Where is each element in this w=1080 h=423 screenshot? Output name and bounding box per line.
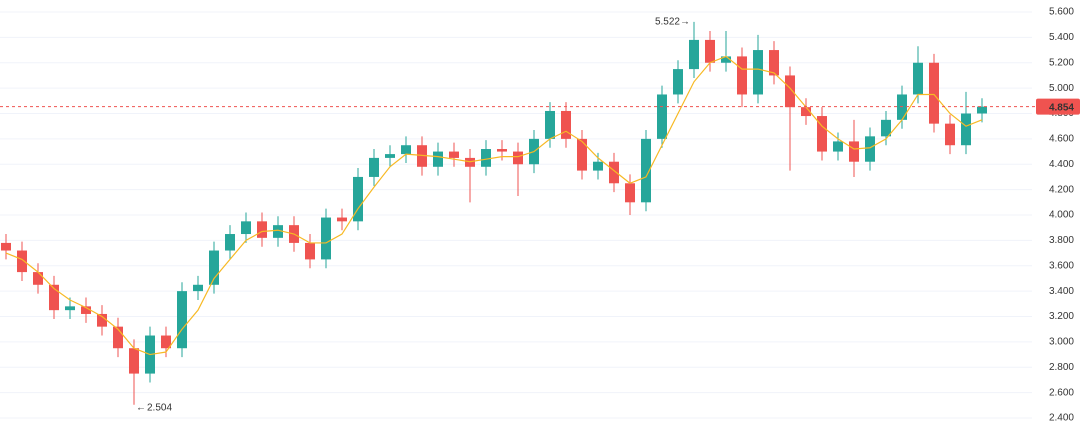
candle-body (593, 161, 603, 171)
candle-body (849, 141, 859, 162)
candle-body (257, 221, 267, 238)
candle-body (241, 221, 251, 235)
y-tick-label: 3.600 (1049, 260, 1074, 271)
candle-body (721, 56, 731, 63)
candle-body (81, 306, 91, 314)
candle-body (225, 234, 235, 251)
candle-body (865, 136, 875, 162)
candle-body (641, 138, 651, 203)
candle-body (113, 326, 123, 349)
y-tick-label: 4.000 (1049, 210, 1074, 221)
candle-body (737, 56, 747, 95)
y-tick-label: 3.800 (1049, 235, 1074, 246)
candle-body (209, 250, 219, 285)
candle-body (481, 149, 491, 167)
candle-body (369, 157, 379, 177)
candle-body (897, 94, 907, 120)
candle-body (769, 50, 779, 76)
candle-body (577, 138, 587, 171)
candle-body (97, 313, 107, 327)
candle-body (881, 119, 891, 137)
candle-body (385, 154, 395, 158)
candle-body (17, 250, 27, 273)
candle-body (49, 284, 59, 311)
candle-body (945, 123, 955, 146)
candle-body (961, 113, 971, 146)
candle-body (305, 242, 315, 260)
candle-body (33, 272, 43, 285)
candle-body (657, 94, 667, 139)
y-tick-label: 5.400 (1049, 32, 1074, 43)
candle-body (545, 110, 555, 139)
candle-body (609, 161, 619, 184)
candle-body (801, 107, 811, 117)
candle-body (625, 183, 635, 203)
candle-body (401, 145, 411, 155)
candle-body (833, 141, 843, 152)
candle-body (561, 110, 571, 139)
candle-body (1, 242, 11, 251)
candle-body (929, 62, 939, 124)
last-price-label: 4.854 (1049, 102, 1074, 113)
y-tick-label: 2.600 (1049, 387, 1074, 398)
candle-body (417, 145, 427, 167)
y-tick-label: 2.400 (1049, 413, 1074, 423)
candle-body (513, 151, 523, 165)
y-tick-label: 3.200 (1049, 311, 1074, 322)
candle-body (161, 335, 171, 349)
candle-body (193, 284, 203, 292)
y-tick-label: 2.800 (1049, 362, 1074, 373)
moving-average-line (5, 55, 983, 356)
y-tick-label: 4.600 (1049, 134, 1074, 145)
candle-body (449, 151, 459, 158)
candle-body (65, 306, 75, 311)
candle-body (753, 50, 763, 95)
y-tick-label: 5.000 (1049, 83, 1074, 94)
arrow-icon: ← (136, 402, 146, 413)
candle-body (465, 157, 475, 167)
candle-body (817, 116, 827, 152)
y-tick-label: 3.000 (1049, 337, 1074, 348)
candle-body (673, 69, 683, 95)
candle-body (129, 348, 139, 374)
candle-body (177, 291, 187, 349)
candle-body (433, 151, 443, 167)
y-tick-label: 5.200 (1049, 57, 1074, 68)
candle-body (785, 75, 795, 108)
low-annotation: 2.504 (147, 402, 172, 413)
candle-body (705, 39, 715, 63)
candle-body (337, 217, 347, 222)
y-tick-label: 5.600 (1049, 7, 1074, 18)
high-annotation: 5.522 (655, 17, 680, 28)
candle-body (353, 176, 363, 222)
candle-body (273, 225, 283, 238)
candle-body (977, 106, 987, 114)
candle-body (321, 217, 331, 260)
y-tick-label: 4.400 (1049, 159, 1074, 170)
candle-body (913, 62, 923, 95)
candle-body (497, 149, 507, 152)
y-tick-label: 3.400 (1049, 286, 1074, 297)
y-tick-label: 4.200 (1049, 184, 1074, 195)
last-price-tag (1036, 98, 1080, 115)
candle-body (689, 39, 699, 70)
arrow-icon: → (680, 17, 690, 28)
